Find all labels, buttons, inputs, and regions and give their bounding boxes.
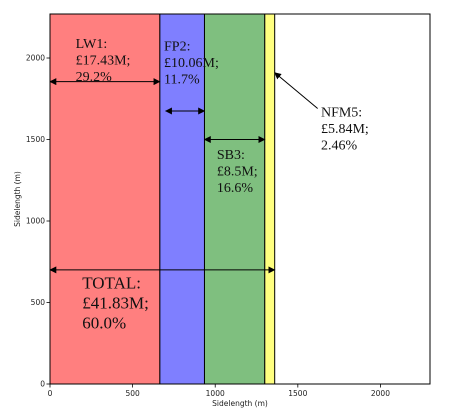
- annotation-lw1: LW1: £17.43M;29.2%: [49, 37, 161, 86]
- annotation-text: 16.6%: [217, 181, 254, 196]
- y-tick-label: 2000: [26, 54, 45, 63]
- y-tick-label: 1500: [26, 135, 45, 144]
- annotation-total: TOTAL:£41.83M;60.0%: [49, 266, 276, 332]
- annotation-text: NFM5:: [321, 106, 362, 121]
- y-tick-label: 500: [31, 298, 46, 307]
- x-tick-label: 500: [125, 389, 140, 398]
- y-tick-label: 0: [40, 380, 45, 389]
- y-axis-title: Sidelength (m): [13, 171, 22, 227]
- region-fp2: [159, 13, 205, 385]
- annotation-text: 29.2%: [76, 70, 113, 85]
- annotation-text: £41.83M;: [82, 294, 149, 313]
- x-tick-label: 2000: [371, 389, 390, 398]
- plot-frame: [49, 13, 431, 385]
- annotation-text: 11.7%: [164, 72, 200, 87]
- annotation-text: FP2:: [164, 40, 190, 55]
- annotation-text: £5.84M;: [321, 122, 369, 137]
- x-tick-label: 1500: [288, 389, 307, 398]
- annotation-fp2: FP2:£10.06M;11.7%: [164, 40, 219, 115]
- annotation-text: LW1:: [76, 37, 108, 52]
- annotation-text: £10.06M;: [164, 56, 219, 71]
- region-lw1: [49, 13, 161, 385]
- x-tick-label: 1000: [206, 389, 225, 398]
- annotation-text: 60.0%: [82, 313, 126, 332]
- axis-ticks: 0 500 1000 1500 2000 0 500 1000 1500 2000: [26, 54, 390, 398]
- x-axis-title: Sidelength (m): [212, 399, 268, 408]
- annotation-text: SB3:: [217, 148, 245, 163]
- annotation-arrow: [274, 72, 318, 109]
- y-tick-label: 1000: [26, 217, 45, 226]
- annotation-sb3: SB3:£8.5M; 16.6%: [203, 136, 266, 196]
- annotation-text: £17.43M;: [76, 54, 131, 69]
- annotations: LW1: £17.43M;29.2% FP2:£10.06M;11.7% SB3:£8…: [49, 37, 369, 332]
- x-tick-label: 0: [48, 389, 53, 398]
- annotation-text: £8.5M;: [217, 164, 258, 179]
- annotation-text: TOTAL:: [82, 274, 141, 293]
- annotation-nfm5: NFM5:£5.84M;2.46%: [274, 72, 369, 153]
- annotation-text: 2.46%: [321, 138, 358, 153]
- region-nfm5: [264, 13, 276, 385]
